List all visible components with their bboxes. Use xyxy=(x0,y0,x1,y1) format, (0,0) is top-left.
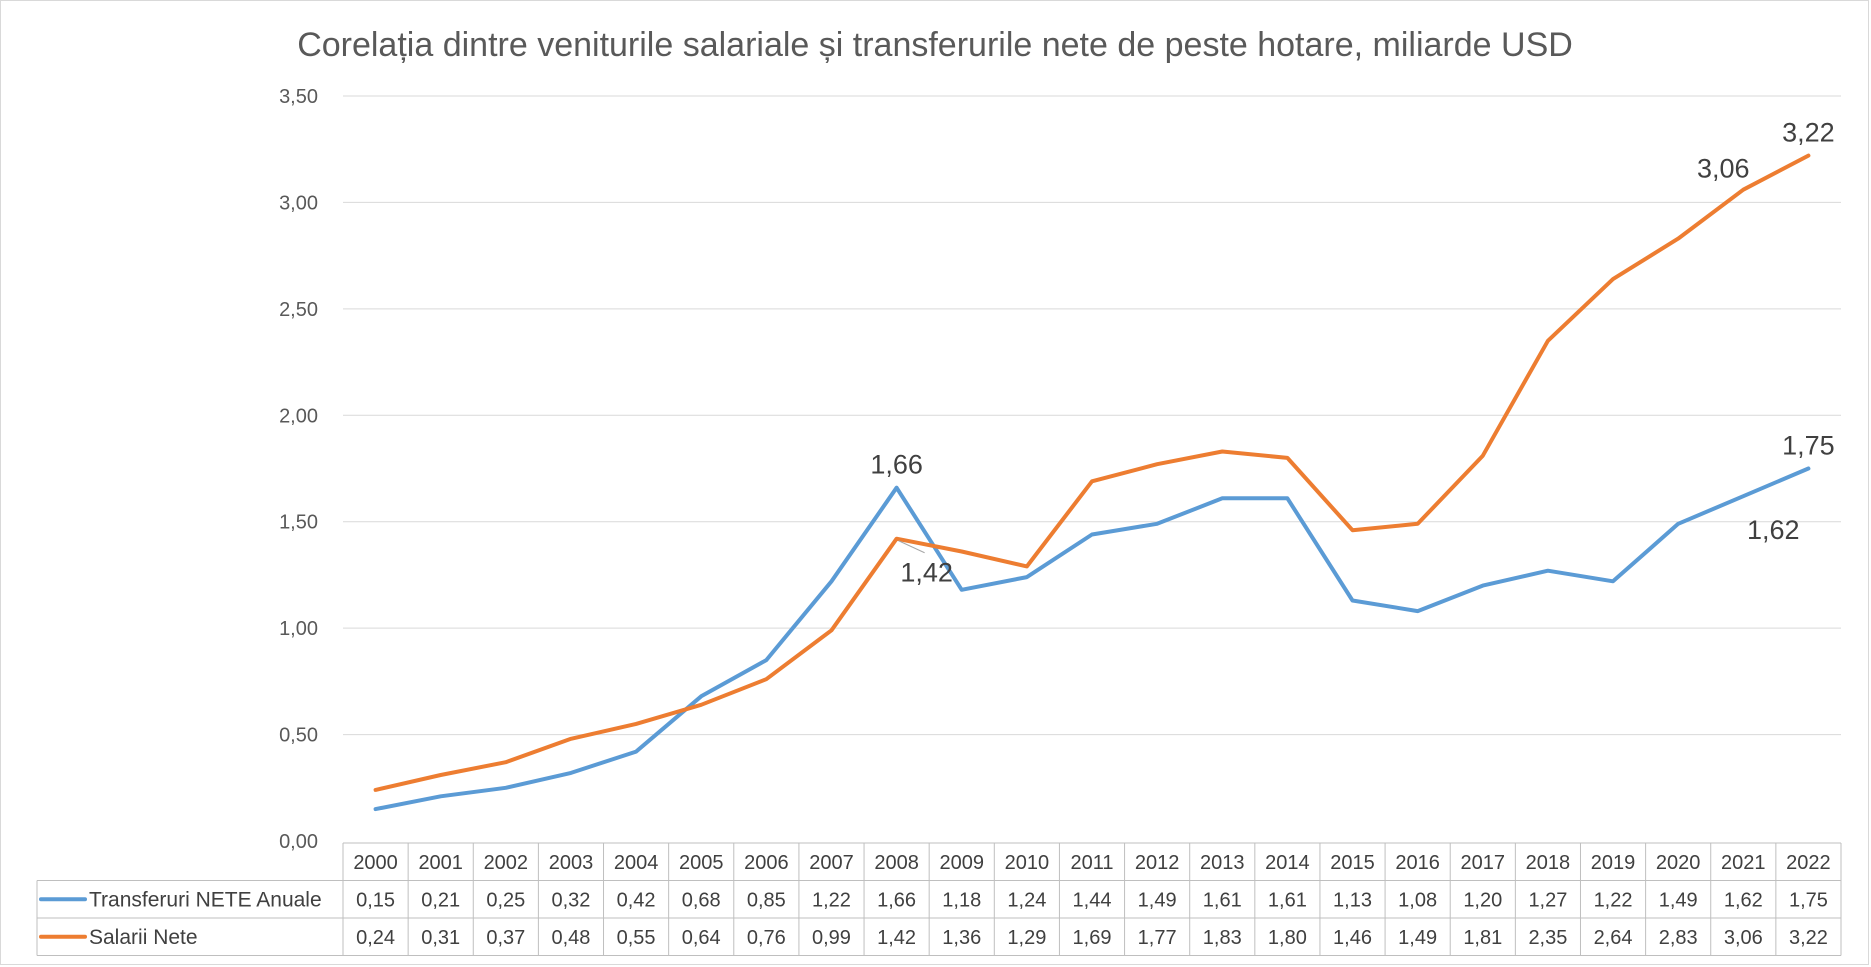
y-axis-ticks: 0,00 0,50 1,00 1,50 2,00 2,50 3,00 3,50 xyxy=(279,86,318,853)
table-cell: 1,75 xyxy=(1789,889,1828,911)
table-cell: 1,42 xyxy=(877,927,916,949)
x-category-label: 2021 xyxy=(1721,852,1766,874)
x-category-label: 2008 xyxy=(874,852,919,874)
table-cell: 0,15 xyxy=(356,889,395,911)
x-category-label: 2000 xyxy=(353,852,398,874)
table-cell: 0,85 xyxy=(747,889,786,911)
y-tick-label: 2,50 xyxy=(279,299,318,321)
table-cell: 1,61 xyxy=(1268,889,1307,911)
x-category-label: 2005 xyxy=(679,852,724,874)
series-lines xyxy=(376,156,1809,810)
table-cell: 2,64 xyxy=(1594,927,1633,949)
x-category-label: 2013 xyxy=(1200,852,1245,874)
y-tick-label: 0,50 xyxy=(279,725,318,747)
y-tick-label: 3,00 xyxy=(279,192,318,214)
x-category-label: 2002 xyxy=(484,852,529,874)
table-cell: 0,31 xyxy=(421,927,460,949)
table-cell: 1,08 xyxy=(1398,889,1437,911)
table-cell: 0,32 xyxy=(551,889,590,911)
table-cell: 1,29 xyxy=(1007,927,1046,949)
series-line xyxy=(376,156,1809,790)
table-cell: 1,18 xyxy=(942,889,981,911)
table-cell: 2,35 xyxy=(1528,927,1567,949)
table-cell: 0,48 xyxy=(551,927,590,949)
table-cell: 1,36 xyxy=(942,927,981,949)
x-category-label: 2019 xyxy=(1591,852,1636,874)
data-label: 3,06 xyxy=(1697,154,1750,184)
table-cell: 0,68 xyxy=(682,889,721,911)
table-cell: 1,13 xyxy=(1333,889,1372,911)
y-tick-label: 1,50 xyxy=(279,512,318,534)
x-category-label: 2011 xyxy=(1070,852,1113,874)
y-tick-label: 3,50 xyxy=(279,86,318,108)
gridlines xyxy=(343,96,1841,735)
table-cell: 1,22 xyxy=(1594,889,1633,911)
table-cell: 0,37 xyxy=(486,927,525,949)
legend-label: Transferuri NETE Anuale xyxy=(89,888,322,911)
x-category-label: 2009 xyxy=(939,852,984,874)
table-cell: 1,49 xyxy=(1138,889,1177,911)
x-category-label: 2015 xyxy=(1330,852,1375,874)
data-table: 2000 2001 2002 2003 2004 2005 2006 2007 2008 2009… xyxy=(37,843,1841,956)
table-cell: 1,69 xyxy=(1073,927,1112,949)
table-cell: 0,99 xyxy=(812,927,851,949)
table-cell: 0,76 xyxy=(747,927,786,949)
x-category-label: 2020 xyxy=(1656,852,1701,874)
table-cell: 1,83 xyxy=(1203,927,1242,949)
table-cell: 1,77 xyxy=(1138,927,1177,949)
table-cell: 3,22 xyxy=(1789,927,1828,949)
chart-title: Corelația dintre veniturile salariale și… xyxy=(297,26,1573,64)
y-tick-label: 2,00 xyxy=(279,405,318,427)
x-category-label: 2016 xyxy=(1395,852,1440,874)
x-category-label: 2022 xyxy=(1786,852,1831,874)
data-label: 3,22 xyxy=(1782,118,1835,148)
table-cell: 1,20 xyxy=(1463,889,1502,911)
table-cell: 1,80 xyxy=(1268,927,1307,949)
data-label: 1,66 xyxy=(870,450,923,480)
table-cell: 1,22 xyxy=(812,889,851,911)
x-category-label: 2004 xyxy=(614,852,659,874)
y-tick-label: 1,00 xyxy=(279,618,318,640)
x-category-label: 2012 xyxy=(1135,852,1180,874)
table-cell: 1,44 xyxy=(1073,889,1112,911)
table-cell: 1,46 xyxy=(1333,927,1372,949)
x-category-label: 2007 xyxy=(809,852,854,874)
x-category-label: 2010 xyxy=(1005,852,1050,874)
table-cell: 1,62 xyxy=(1724,889,1763,911)
table-cell: 0,55 xyxy=(617,927,656,949)
table-cell: 0,21 xyxy=(421,889,460,911)
x-category-label: 2003 xyxy=(549,852,594,874)
table-cell: 1,81 xyxy=(1463,927,1502,949)
data-label: 1,62 xyxy=(1747,515,1800,545)
y-tick-label: 0,00 xyxy=(279,831,318,853)
table-cell: 0,24 xyxy=(356,927,395,949)
table-cell: 3,06 xyxy=(1724,927,1763,949)
table-cell: 1,49 xyxy=(1659,889,1698,911)
x-category-label: 2014 xyxy=(1265,852,1310,874)
table-cell: 0,42 xyxy=(617,889,656,911)
series-line xyxy=(376,469,1809,810)
table-cell: 2,83 xyxy=(1659,927,1698,949)
x-category-label: 2017 xyxy=(1461,852,1506,874)
data-label: 1,42 xyxy=(900,558,953,588)
table-cell: 1,61 xyxy=(1203,889,1242,911)
legend-label: Salarii Nete xyxy=(89,926,198,949)
table-cell: 1,24 xyxy=(1007,889,1046,911)
table-cell: 1,66 xyxy=(877,889,916,911)
table-cell: 0,25 xyxy=(486,889,525,911)
x-category-label: 2006 xyxy=(744,852,789,874)
table-cell: 0,64 xyxy=(682,927,721,949)
x-category-label: 2018 xyxy=(1526,852,1571,874)
x-category-label: 2001 xyxy=(418,852,463,874)
table-cell: 1,27 xyxy=(1528,889,1567,911)
data-label: 1,75 xyxy=(1782,431,1835,461)
table-cell: 1,49 xyxy=(1398,927,1437,949)
